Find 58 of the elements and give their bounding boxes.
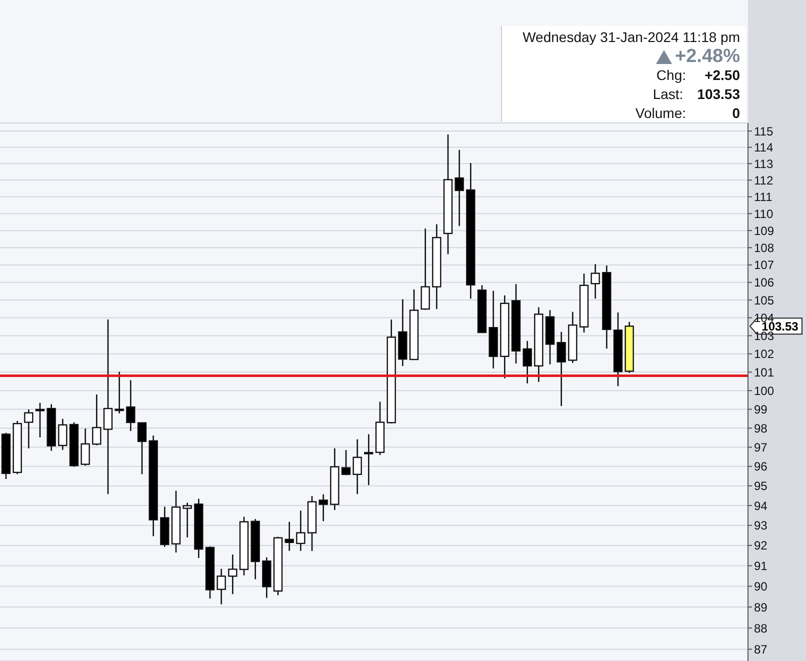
y-tick-label: 90 [754,580,768,594]
candlestick [182,502,192,538]
candlestick [137,422,147,475]
candlestick [352,438,362,495]
text: Last: [652,85,684,104]
candlestick [364,434,374,486]
text: 0 [731,104,740,123]
candlestick [590,263,600,300]
y-tick-label: 94 [754,498,768,513]
y-tick-label: 92 [754,538,768,553]
y-tick-label: 109 [754,224,774,238]
candlestick [35,402,45,438]
text: +2.50 [704,66,740,85]
y-tick-label: 112 [754,173,774,188]
y-tick-label: 96 [754,460,768,474]
y-tick-label: 113 [754,156,774,171]
candlestick [114,371,124,414]
y-tick-label: 111 [754,190,773,204]
text: Chg: [656,66,686,85]
candlestick [341,449,351,476]
text: +2.48% [675,46,740,67]
text: Volume: [635,104,686,123]
y-tick-label: 98 [754,421,768,436]
candlestick [24,408,34,449]
y-tick-label: 100 [754,384,774,398]
y-tick-label: 102 [754,347,774,362]
candlestick [216,568,226,605]
y-tick-label: 105 [754,293,774,308]
y-tick-label: 108 [754,240,774,255]
y-tick-label: 101 [754,365,774,380]
candlestick [296,510,306,552]
y-tick-label: 95 [754,479,768,494]
candlestick [103,318,113,495]
y-tick-label: 89 [754,600,768,614]
y-tick-label: 115 [754,124,774,138]
y-tick-label: 87 [754,642,768,656]
y-tick-label: 99 [754,402,768,417]
y-tick-label: 97 [754,440,768,454]
y-tick-label: 114 [754,140,774,155]
y-tick-label: 93 [754,518,768,533]
y-tick-label: 91 [754,559,768,574]
y-tick-label: 107 [754,258,774,272]
candlestick [80,428,90,466]
y-tick-label: 106 [754,276,774,290]
candlestick [284,521,294,552]
candlestick [228,554,238,595]
candlestick [58,418,68,450]
text: Wednesday 31-Jan-2024 11:18 pm [522,28,740,47]
candlestick [454,149,464,227]
candlestick [522,340,532,384]
y-tick-label: 88 [754,621,768,636]
candlestick [420,228,430,310]
candlestick [556,331,566,407]
candlestick [126,380,136,432]
candlestick [92,394,102,446]
text: 103.53 [697,85,740,104]
y-tick-label: 110 [754,206,774,221]
candlestick [318,494,328,522]
